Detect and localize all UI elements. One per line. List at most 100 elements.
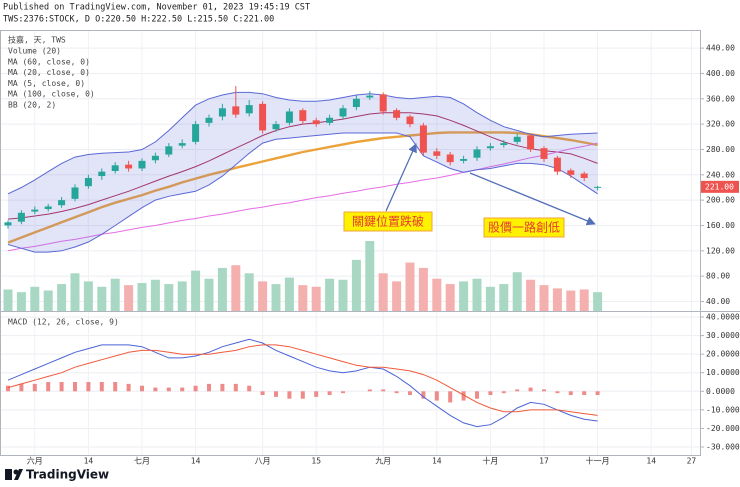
candle-body [326,117,334,123]
candle-body [500,143,508,146]
y-tick-label: 280.00 [706,145,735,154]
volume-bar [177,281,187,311]
x-tick-label: 十一月 [586,456,610,466]
macd-histogram-bar [327,391,332,396]
y-tick-label: 40.0000 [706,313,740,322]
x-tick-label: 六月 [27,456,43,466]
legend-label: MA (5, close, 0) [8,79,85,88]
volume-bar [110,278,120,311]
logo: TradingView [5,468,109,482]
candle-body [192,124,200,142]
macd-histogram-bar [542,389,546,392]
x-tick-label: 14 [646,457,656,466]
candle-body [393,110,401,118]
y-tick-label: 120.00 [706,246,735,255]
logo-text: TradingView [26,468,109,482]
candle-body [553,157,561,172]
volume-bar [579,289,589,311]
macd-histogram-bar [126,383,131,392]
volume-bar [539,285,549,311]
macd-histogram-bar [19,383,24,392]
volume-bar [351,259,361,311]
y-tick-label: -20.0000 [706,424,740,433]
macd-histogram-bar [528,387,533,392]
candle-body [446,154,454,163]
volume-bar [552,288,562,311]
candle-body [312,120,320,125]
legend-label: MA (20, close, 0) [8,68,90,77]
volume-bar [378,273,388,311]
macd-histogram-bar [166,387,171,392]
macd-histogram-bar [501,391,506,394]
y-tick-label: 440.00 [706,44,735,53]
macd-histogram-bar [153,387,158,392]
volume-bar [3,289,13,311]
publish-line: Published on TradingView.com, November 0… [3,3,310,13]
annotation-box [483,217,565,238]
x-tick-label: 八月 [255,457,271,466]
macd-histogram-bar [6,385,10,392]
macd-histogram-bar [421,391,426,399]
candle-body [84,177,92,187]
x-tick-label: 27 [687,457,697,466]
candle-body [540,148,548,159]
y-tick-label: 30.0000 [706,331,740,340]
bb-lower [7,132,598,253]
volume-bar [566,290,576,311]
candle-body [259,103,267,131]
x-tick-label: 15 [311,457,321,466]
macd-histogram-bar [475,391,479,399]
candle-body [486,146,494,149]
candle-body [205,117,213,123]
x-tick-label: 14 [432,457,442,466]
candle-body [419,125,427,153]
macd-histogram-bar [287,391,292,399]
arrow [385,143,417,212]
candle-body [218,108,226,117]
annotation: 股價一路創低 [469,172,596,238]
volume-bar [97,286,107,311]
y-tick-label: -30.0000 [706,443,740,452]
y-tick-label: 240.00 [706,170,735,179]
volume-bar [204,278,214,311]
annotation-text: 關鍵位置跌破 [352,214,424,229]
y-tick-label: 160.00 [706,221,735,230]
volume-bar [298,285,308,311]
candle-body [17,212,25,222]
macd-histogram-bar [260,391,265,396]
macd-histogram-bar [434,391,439,401]
logo-icon [14,469,23,480]
y-tick-label: 320.00 [706,120,735,129]
macd-histogram-bar [99,382,104,392]
candle-body [473,149,481,158]
volume-bar [418,267,428,311]
candle-body [366,95,374,98]
volume-bar [512,272,522,311]
volume-bar [258,281,268,311]
volume-bar [526,279,536,311]
volume-bar [244,273,254,311]
legend-label: Volume (20) [8,47,61,56]
x-tick-label: 14 [84,457,94,466]
macd-histogram-bar [140,385,144,392]
candle-body [580,173,588,178]
candle-body [245,105,253,114]
macd-histogram-bar [46,382,51,392]
arrow [469,172,596,226]
macd-histogram-bar [341,391,345,394]
y-tick-label: 40.00 [706,297,730,306]
candle-body [567,170,575,175]
y-tick-label: 10.0000 [706,368,740,377]
candle-body [44,206,52,210]
volume-bar [43,290,53,311]
annotation-box [343,211,433,232]
volume-bar [499,284,509,311]
candle-body [151,155,159,161]
plot [3,86,603,428]
y-tick-label: 400.00 [706,69,735,78]
ma-line [7,131,598,244]
candle-body [272,124,280,130]
macd-histogram-bar [220,383,225,392]
legend-label: MA (100, close, 0) [8,90,95,99]
y-tick-label: 0.0000 [706,387,735,396]
